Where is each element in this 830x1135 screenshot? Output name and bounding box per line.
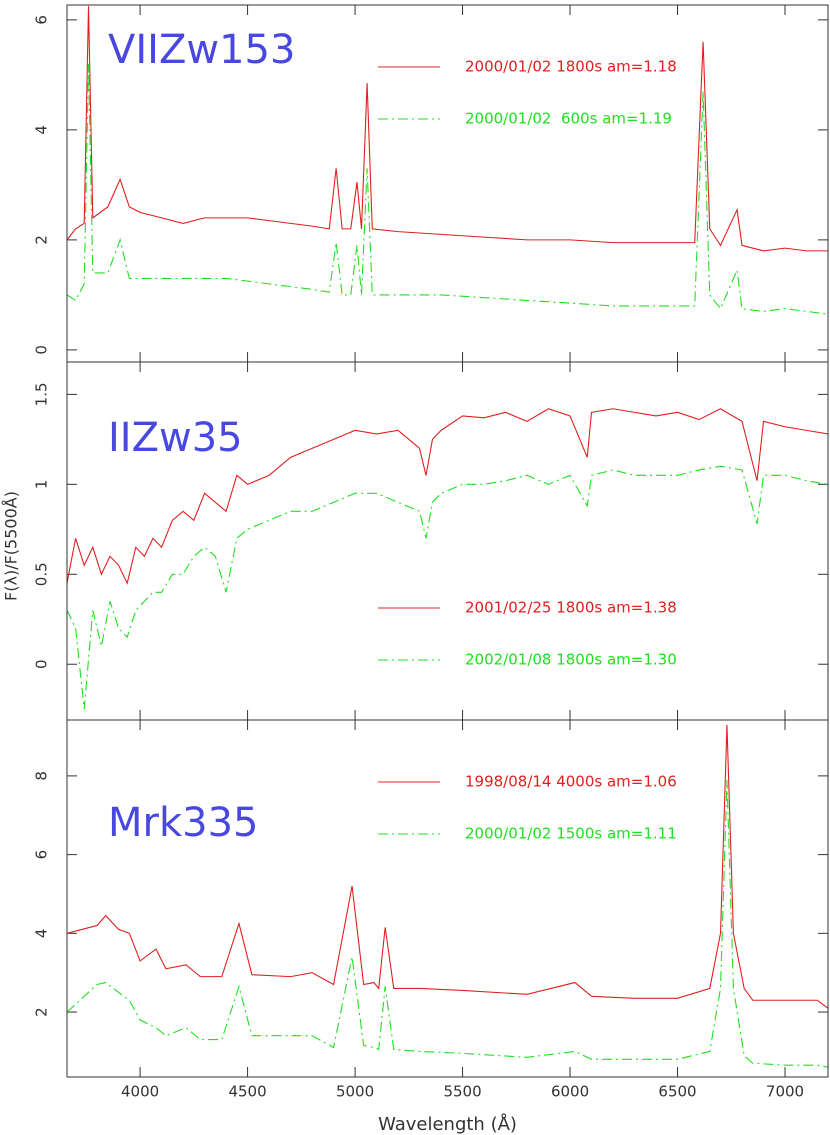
x-tick-label: 7000 xyxy=(766,1083,804,1101)
panel-label: IIZw35 xyxy=(108,415,243,461)
x-tick-label: 4000 xyxy=(121,1083,159,1101)
spectrum-line xyxy=(67,408,828,585)
y-tick-label: 0 xyxy=(33,345,51,355)
spectrum-line xyxy=(67,465,828,710)
y-tick-label: 6 xyxy=(33,850,51,860)
spectrum-line xyxy=(67,724,828,1009)
legend-label: 2002/01/08 1800s am=1.30 xyxy=(465,651,677,669)
y-tick-label: 6 xyxy=(33,15,51,25)
legend-label: 2000/01/02 1800s am=1.18 xyxy=(465,58,677,76)
y-tick-label: 2 xyxy=(33,235,51,245)
y-tick-label: 0 xyxy=(33,659,51,669)
x-tick-label: 5500 xyxy=(443,1083,481,1101)
spectrum-line xyxy=(67,779,828,1068)
y-tick-label: 4 xyxy=(33,125,51,135)
y-tick-label: 0.5 xyxy=(33,562,51,586)
y-axis-label: F(λ)/F(5500Å) xyxy=(2,491,21,601)
panel-label: Mrk335 xyxy=(108,800,258,846)
y-tick-label: 8 xyxy=(33,771,51,781)
x-tick-label: 5000 xyxy=(336,1083,374,1101)
spectrum-line xyxy=(67,6,828,252)
legend-label: 2001/02/25 1800s am=1.38 xyxy=(465,599,677,617)
legend-label: 2000/01/02 600s am=1.19 xyxy=(465,110,672,128)
legend-label: 2000/01/02 1500s am=1.11 xyxy=(465,825,677,843)
x-tick-label: 6500 xyxy=(658,1083,696,1101)
y-tick-label: 1 xyxy=(33,480,51,490)
x-axis-label: Wavelength (Å) xyxy=(378,1113,517,1135)
y-tick-label: 1.5 xyxy=(33,382,51,406)
y-tick-label: 2 xyxy=(33,1007,51,1017)
panel-label: VIIZw153 xyxy=(108,27,295,73)
x-tick-label: 4500 xyxy=(228,1083,266,1101)
legend-label: 1998/08/14 4000s am=1.06 xyxy=(465,773,677,791)
plot-frame xyxy=(66,719,829,1078)
y-tick-label: 4 xyxy=(33,929,51,939)
x-tick-label: 6000 xyxy=(551,1083,589,1101)
spectrum-line xyxy=(67,63,828,315)
